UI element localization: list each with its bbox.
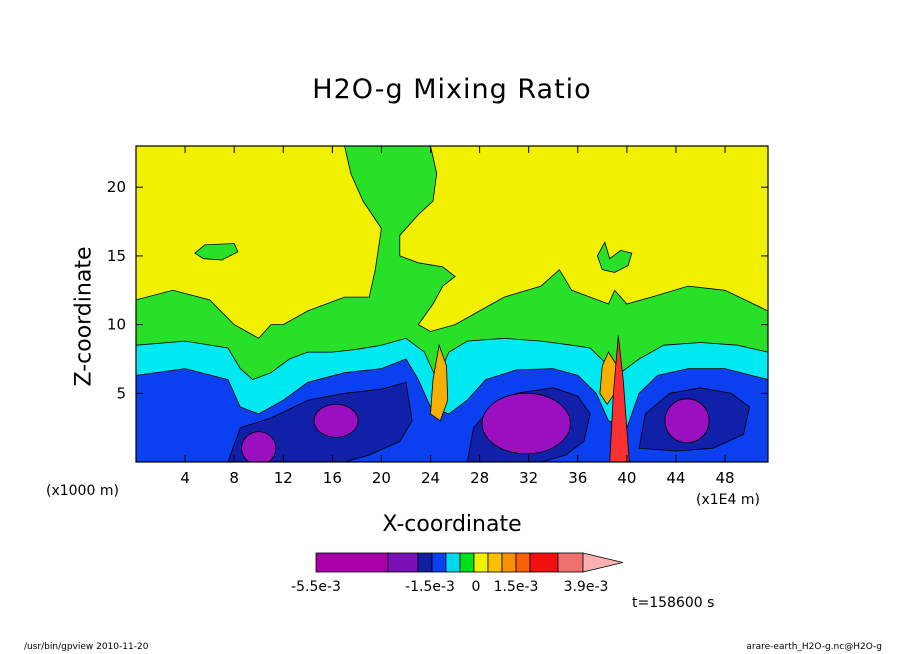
y-tick-label: 15 bbox=[107, 247, 126, 265]
colorbar-swatch bbox=[515, 552, 531, 573]
time-label: t=158600 s bbox=[632, 595, 715, 611]
x-tick-label: 28 bbox=[470, 469, 489, 487]
field-orange bbox=[430, 343, 449, 422]
colorbar-swatch bbox=[529, 552, 559, 573]
colorbar-swatch bbox=[557, 552, 584, 573]
colorbar-swatch bbox=[501, 552, 517, 573]
chart-title: H2O-g Mixing Ratio bbox=[312, 74, 592, 105]
colorbar-label: 3.9e-3 bbox=[564, 579, 609, 595]
x-tick-label: 8 bbox=[229, 469, 239, 487]
footer-left: /usr/bin/gpview 2010-11-20 bbox=[24, 642, 149, 652]
x-tick-label: 32 bbox=[519, 469, 538, 487]
colorbar-swatch bbox=[582, 552, 624, 573]
colorbar-swatch bbox=[473, 552, 489, 573]
field-green-patch bbox=[194, 243, 239, 261]
y-tick-label: 20 bbox=[107, 178, 126, 196]
x-tick-label: 16 bbox=[323, 469, 342, 487]
x-tick-label: 12 bbox=[274, 469, 293, 487]
x-tick-label: 24 bbox=[421, 469, 440, 487]
colorbar-swatch bbox=[487, 552, 503, 573]
contour-fields bbox=[136, 146, 768, 462]
colorbar-label: -1.5e-3 bbox=[405, 579, 455, 595]
colorbar-label: -5.5e-3 bbox=[291, 579, 341, 595]
x-tick-label: 4 bbox=[180, 469, 190, 487]
x-tick-label: 36 bbox=[568, 469, 587, 487]
colorbar-swatch bbox=[459, 552, 475, 573]
y-tick-label: 5 bbox=[116, 384, 126, 402]
y-axis-label: Z-coordinate bbox=[71, 246, 97, 387]
x-unit-label: (x1000 m) bbox=[46, 483, 119, 499]
field-red bbox=[609, 335, 630, 462]
colorbar-swatch bbox=[431, 552, 447, 573]
x-tick-label: 20 bbox=[372, 469, 391, 487]
x-tick-label: 44 bbox=[666, 469, 685, 487]
x-tick-label: 48 bbox=[716, 469, 735, 487]
colorbar: -5.5e-3 -1.5e-3 0 1.5e-3 3.9e-3 bbox=[291, 552, 624, 595]
colorbar-label: 1.5e-3 bbox=[494, 579, 539, 595]
colorbar-swatch bbox=[387, 552, 419, 573]
colorbar-swatch bbox=[417, 552, 433, 573]
field-green-patch bbox=[596, 241, 633, 273]
colorbar-swatch bbox=[315, 552, 389, 573]
colorbar-swatch bbox=[445, 552, 461, 573]
field-purple bbox=[664, 398, 710, 444]
footer-right: arare-earth_H2O-g.nc@H2O-g bbox=[746, 642, 882, 652]
y-tick-label: 10 bbox=[107, 316, 126, 334]
plot-frame bbox=[135, 145, 769, 463]
field-purple bbox=[313, 403, 359, 438]
x-unit-label-right: (x1E4 m) bbox=[696, 492, 760, 508]
colorbar-label: 0 bbox=[472, 579, 481, 595]
field-purple bbox=[481, 392, 571, 455]
x-tick-label: 40 bbox=[617, 469, 636, 487]
x-axis-label: X-coordinate bbox=[382, 512, 522, 537]
field-purple bbox=[241, 431, 277, 462]
